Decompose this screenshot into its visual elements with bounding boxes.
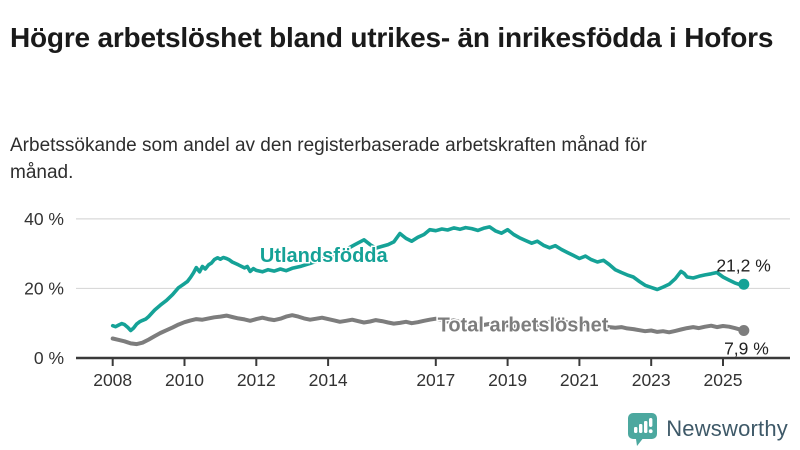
newsworthy-icon: [627, 412, 658, 447]
series-line-0: [110, 225, 746, 333]
x-tick-label: 2025: [704, 370, 743, 390]
x-tick-label: 2012: [237, 370, 276, 390]
x-tick-label: 2010: [165, 370, 204, 390]
y-tick-label: 0 %: [34, 348, 64, 368]
newsworthy-logo[interactable]: Newsworthy: [627, 410, 788, 448]
series-end-dot-0: [738, 278, 750, 290]
x-tick-label: 2014: [309, 370, 348, 390]
y-tick-label: 40 %: [24, 209, 64, 229]
x-tick-label: 2017: [416, 370, 455, 390]
chart-title: Högre arbetslöshet bland utrikes- än inr…: [10, 21, 774, 53]
line-chart-svg: 0 % 20 % 40 % 2008 2010 2012 2014 2017 2019 2021 2…: [24, 209, 790, 390]
series-label-1: Total arbetslöshet: [438, 315, 609, 337]
series-end-label-0: 21,2 %: [716, 255, 770, 275]
x-tick-label: 2023: [632, 370, 671, 390]
newsworthy-wordmark: Newsworthy: [666, 416, 788, 441]
x-tick-label: 2019: [488, 370, 527, 390]
series-end-label-1: 7,9 %: [724, 339, 769, 359]
line-chart: 0 % 20 % 40 % 2008 2010 2012 2014 2017 2019 2021 2…: [0, 195, 800, 400]
series-line-1: [110, 313, 746, 347]
x-tick-label: 2008: [93, 370, 132, 390]
x-tick-label: 2021: [560, 370, 599, 390]
chart-subtitle: Arbetssökande som andel av den registerb…: [10, 135, 647, 183]
y-tick-label: 20 %: [24, 278, 64, 298]
series-label-0: Utlandsfödda: [260, 245, 389, 267]
series-end-dot-1: [738, 325, 750, 337]
